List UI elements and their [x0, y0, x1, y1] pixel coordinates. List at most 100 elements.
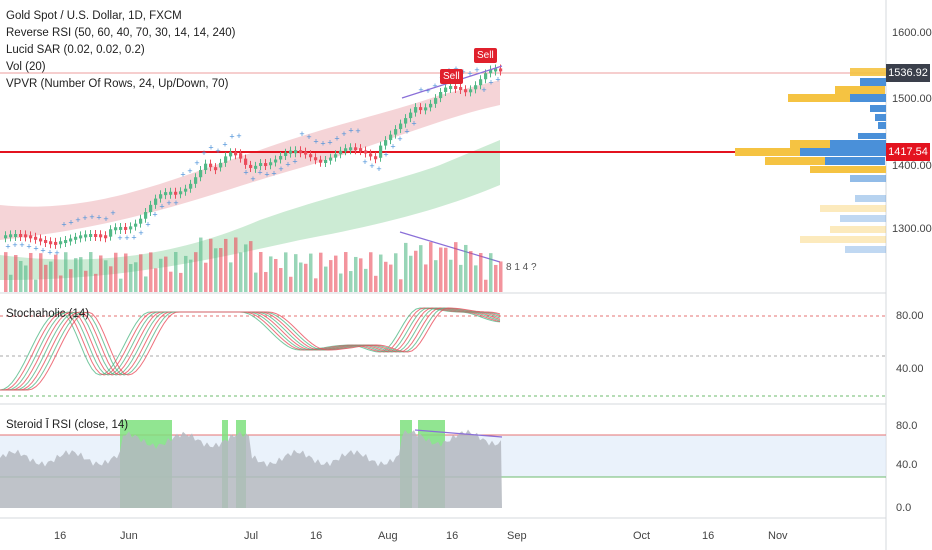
- rsi-area: [0, 429, 502, 508]
- volume-bar: [339, 273, 343, 292]
- candle: [419, 107, 423, 111]
- volume-bar: [244, 244, 248, 292]
- volume-bar: [299, 262, 303, 292]
- volume-bar: [394, 253, 398, 292]
- volume-bar: [189, 259, 193, 292]
- volume-bar: [54, 254, 58, 292]
- volume-bar: [94, 273, 98, 292]
- sar-dot: +: [117, 233, 122, 243]
- rsi-axis-label: 40.0: [896, 459, 918, 471]
- volume-bar: [409, 255, 413, 292]
- candle: [179, 191, 183, 195]
- volume-bar: [384, 261, 388, 292]
- volume-bar: [184, 255, 188, 292]
- volume-bar: [159, 258, 163, 292]
- indicator-volume[interactable]: Vol (20): [6, 61, 46, 73]
- candlestick-series[interactable]: [4, 64, 503, 249]
- volume-bar: [44, 264, 48, 292]
- time-axis-label: Nov: [768, 530, 788, 542]
- reverse-rsi-upper-band: [0, 80, 500, 240]
- indicator-vpvr[interactable]: VPVR (Number Of Rows, 24, Up/Down, 70): [6, 78, 229, 90]
- sar-dot: +: [460, 67, 465, 77]
- trend-line-rsi[interactable]: [414, 429, 503, 438]
- volume-bar: [9, 274, 13, 292]
- candle: [124, 226, 128, 230]
- price-axis-label: 1400.00: [892, 160, 932, 172]
- volume-bar: [344, 252, 348, 292]
- sar-dot: +: [131, 232, 136, 242]
- sar-dot: +: [278, 164, 283, 174]
- volume-bar: [164, 256, 168, 292]
- volume-bar: [14, 255, 18, 292]
- sar-dot: +: [481, 85, 486, 95]
- candle: [214, 167, 218, 171]
- volume-bar: [334, 255, 338, 292]
- symbol-title[interactable]: Gold Spot / U.S. Dollar, 1D, FXCM: [6, 10, 182, 22]
- volume-bar: [69, 269, 73, 292]
- volume-bar: [134, 262, 138, 292]
- volume-bar: [39, 253, 43, 292]
- stoch-line: [0, 307, 501, 391]
- sar-dot: +: [103, 214, 108, 224]
- candle: [204, 163, 208, 171]
- volume-bar: [174, 252, 178, 292]
- candle: [159, 194, 163, 199]
- volume-bar: [124, 253, 128, 292]
- vpvr-histogram: [735, 68, 886, 253]
- lucid-sar-series: + + + + + + + ++ + + + + + +++ + + ++++ + ++ ++++ +++ ++++ + + +…: [5, 64, 500, 258]
- volume-bar: [379, 254, 383, 292]
- sar-dot: +: [411, 119, 416, 129]
- candle: [374, 156, 378, 160]
- event-badges[interactable]: 8 1 4 ?: [506, 262, 537, 273]
- current-price-tag: 1536.92: [886, 64, 930, 82]
- candle: [194, 177, 198, 184]
- sar-dot: +: [26, 241, 31, 251]
- sar-dot: +: [299, 129, 304, 139]
- stochaholic-ribbon: [0, 307, 501, 391]
- indicator-reverse-rsi[interactable]: Reverse RSI (50, 60, 40, 70, 30, 14, 14,…: [6, 27, 236, 39]
- price-axis-label: 1300.00: [892, 223, 932, 235]
- sar-dot: +: [68, 217, 73, 227]
- candle: [309, 154, 313, 158]
- volume-bar: [294, 254, 298, 292]
- candle: [264, 163, 268, 167]
- candle: [4, 235, 8, 239]
- candle: [24, 234, 28, 238]
- sar-dot: +: [376, 164, 381, 174]
- candle: [449, 86, 453, 90]
- volume-bar: [24, 265, 28, 292]
- candle: [359, 148, 363, 152]
- candle: [404, 118, 408, 124]
- volume-bar: [74, 258, 78, 292]
- trend-line-volume[interactable]: [399, 231, 501, 263]
- volume-bar: [224, 238, 228, 292]
- volume-bar: [79, 257, 83, 292]
- candle: [389, 134, 393, 141]
- sar-dot: +: [236, 131, 241, 141]
- candle: [299, 150, 303, 154]
- volume-bar: [364, 268, 368, 292]
- candle: [74, 236, 78, 240]
- sar-dot: +: [96, 212, 101, 222]
- sar-dot: +: [292, 156, 297, 166]
- volume-bar: [419, 245, 423, 292]
- sar-dot: +: [355, 126, 360, 136]
- indicator-lucid-sar[interactable]: Lucid SAR (0.02, 0.02, 0.2): [6, 44, 145, 56]
- candle: [274, 159, 278, 163]
- volume-bar: [459, 264, 463, 292]
- sar-dot: +: [61, 219, 66, 229]
- sell-signal-label: Sell: [440, 69, 463, 84]
- candle: [14, 234, 18, 238]
- candle: [219, 162, 223, 168]
- sar-dot: +: [124, 233, 129, 243]
- stoch-pane-label[interactable]: Stochaholic (14): [6, 308, 90, 320]
- volume-bar: [109, 266, 113, 292]
- volume-bar: [199, 237, 203, 292]
- rsi-pane-label[interactable]: Steroid Ī RSI (close, 14): [6, 419, 129, 431]
- time-axis-label: Sep: [507, 530, 527, 542]
- candle: [44, 240, 48, 244]
- candle: [369, 153, 373, 157]
- candle: [269, 162, 273, 166]
- volume-bar: [314, 278, 318, 292]
